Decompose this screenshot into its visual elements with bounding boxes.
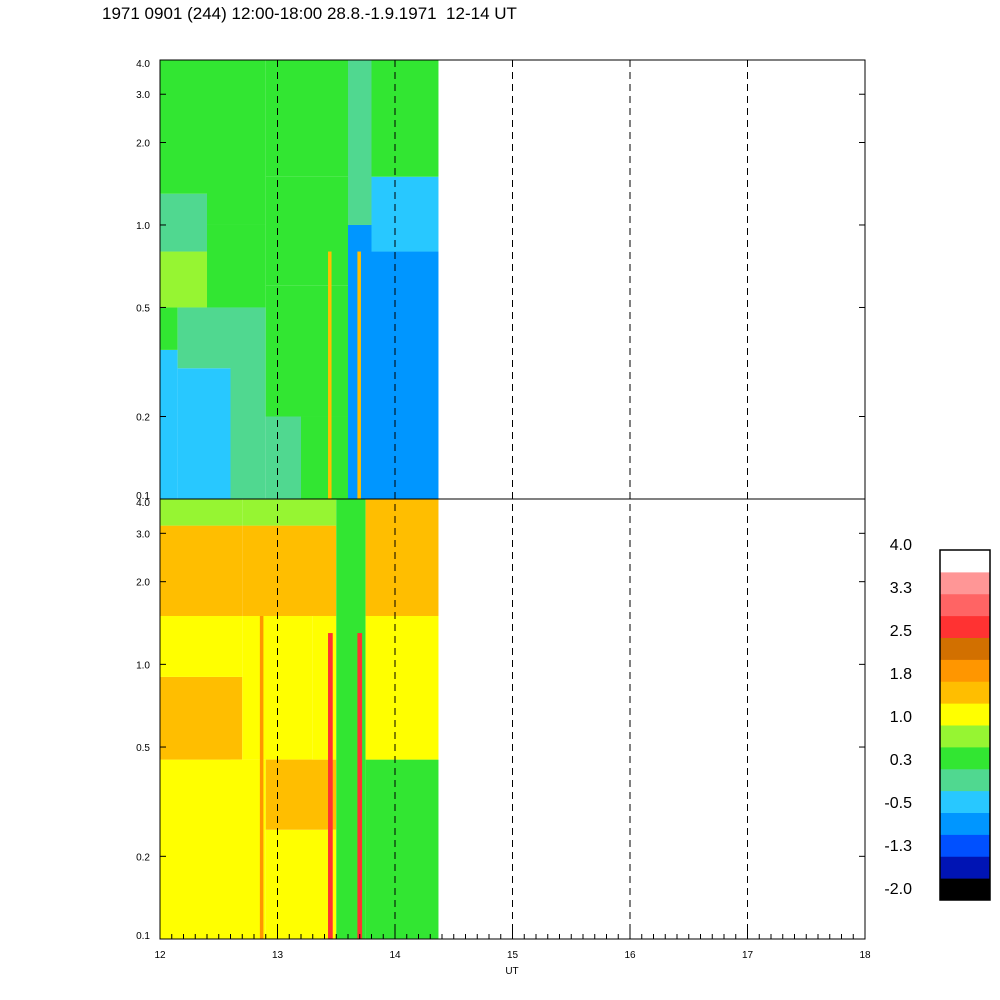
upper-cell-7: [207, 224, 266, 308]
upper-cell-5: [177, 368, 231, 499]
x-axis: 12 13 14 15 16 17 18: [154, 929, 871, 961]
colorbar-swatch: [940, 834, 990, 857]
colorbar-swatch: [940, 681, 990, 704]
x-tick-label: 14: [389, 950, 401, 961]
lower-cell-15: [365, 499, 439, 616]
colorbar-swatch: [940, 725, 990, 748]
colorbar-label: 2.5: [890, 623, 912, 640]
upper-cell-14: [301, 416, 348, 499]
upper-cell-0: [160, 349, 178, 499]
upper-ytick-label: 1.0: [136, 221, 150, 232]
colorbar-label: -1.3: [884, 838, 912, 855]
lower-ytick-label: 1.0: [136, 660, 150, 671]
upper-ytick-label: 0.2: [136, 413, 150, 424]
colorbar-swatch: [940, 659, 990, 682]
lower-cell-1: [160, 676, 243, 760]
lower-ytick-label: 0.1: [136, 931, 150, 942]
upper-ytick-label: 0.5: [136, 303, 150, 314]
upper-cell-1: [160, 307, 178, 350]
x-tick-label: 16: [624, 950, 636, 961]
lower-cell-7: [242, 525, 337, 616]
lower-cell-8: [242, 499, 337, 526]
colorbar: 4.0 3.3 2.5 1.8 1.0 0.3 -0.5 -1.3 -2.0: [884, 537, 991, 901]
upper-panel-heatmap: [160, 60, 439, 499]
lower-cell-18: [357, 633, 363, 939]
colorbar-label: -2.0: [884, 881, 912, 898]
colorbar-swatch: [940, 703, 990, 726]
upper-cell-19: [371, 60, 439, 177]
colorbar-swatch: [940, 878, 990, 901]
colorbar-label: 0.3: [890, 752, 912, 769]
colorbar-swatch: [940, 790, 990, 813]
lower-cell-16: [259, 615, 264, 939]
lower-panel-heatmap: [160, 499, 439, 939]
colorbar-label: 4.0: [890, 537, 912, 554]
lower-ytick-label: 2.0: [136, 578, 150, 589]
upper-cell-20: [328, 251, 332, 499]
upper-cell-2: [160, 251, 207, 308]
upper-cell-11: [265, 285, 348, 417]
x-tick-label: 15: [507, 950, 519, 961]
colorbar-swatch: [940, 768, 990, 792]
colorbar-swatch: [940, 637, 990, 660]
lower-ytick-label: 0.5: [136, 743, 150, 754]
upper-cell-3: [160, 193, 207, 252]
colorbar-label: 1.0: [890, 709, 912, 726]
x-tick-label: 12: [154, 950, 166, 961]
upper-cell-8: [207, 60, 266, 225]
upper-ytick-label: 4.0: [136, 59, 150, 70]
upper-cell-9: [230, 307, 266, 499]
y-axes: 0.10.20.51.02.03.04.00.10.20.51.02.03.04…: [136, 59, 865, 942]
colorbar-swatch: [940, 812, 990, 835]
x-tick-label: 17: [742, 950, 754, 961]
colorbar-border: [939, 549, 991, 901]
x-tick-label: 13: [272, 950, 284, 961]
upper-cell-4: [160, 60, 207, 194]
upper-cell-18: [371, 176, 439, 252]
lower-cell-9: [265, 829, 337, 939]
lower-cell-2: [160, 615, 243, 677]
colorbar-swatch: [940, 571, 990, 595]
upper-ytick-label: 3.0: [136, 90, 150, 101]
colorbar-swatch: [940, 615, 990, 638]
lower-ytick-label: 4.0: [136, 498, 150, 509]
lower-cell-4: [160, 499, 243, 526]
upper-ytick-label: 0.1: [136, 491, 150, 502]
colorbar-swatch: [940, 746, 990, 770]
upper-ytick-label: 2.0: [136, 138, 150, 149]
colorbar-label: -0.5: [884, 795, 912, 812]
page-title: 1971 0901 (244) 12:00-18:00 28.8.-1.9.19…: [102, 4, 517, 23]
x-axis-label: UT: [505, 966, 518, 977]
upper-cell-16: [348, 60, 372, 225]
colorbar-swatch: [940, 550, 990, 573]
colorbar-swatch: [940, 593, 990, 617]
lower-cell-13: [365, 759, 439, 939]
x-tick-label: 18: [859, 950, 871, 961]
lower-ytick-label: 0.2: [136, 852, 150, 863]
lower-ytick-label: 3.0: [136, 529, 150, 540]
colorbar-label: 3.3: [890, 580, 912, 597]
upper-cell-10: [265, 416, 301, 499]
lower-cell-0: [160, 759, 231, 939]
upper-cell-17: [371, 251, 439, 499]
upper-cell-6: [177, 307, 231, 369]
upper-cell-13: [265, 60, 348, 177]
lower-cell-3: [160, 525, 243, 616]
lower-cell-10: [265, 759, 337, 830]
upper-cell-12: [265, 176, 348, 286]
lower-cell-14: [365, 615, 439, 760]
lower-cell-17: [328, 633, 333, 939]
colorbar-label: 1.8: [890, 666, 912, 683]
colorbar-swatch: [940, 856, 990, 879]
time-gridlines: [277, 60, 748, 939]
upper-cell-21: [357, 251, 361, 499]
